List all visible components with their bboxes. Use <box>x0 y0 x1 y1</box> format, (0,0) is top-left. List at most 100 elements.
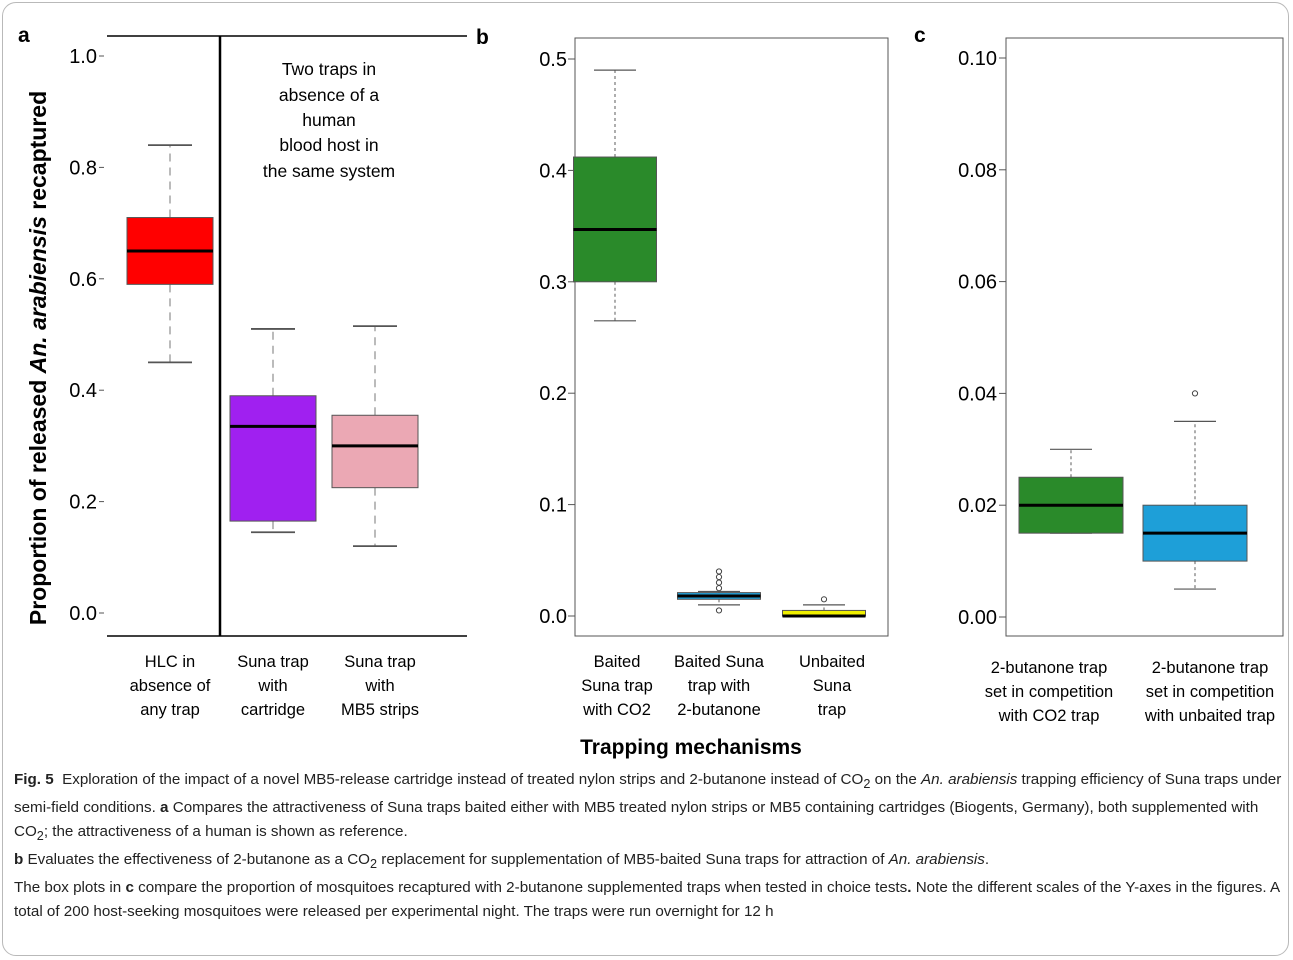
caption-text: on the <box>870 771 922 788</box>
category-label: Baited Suna <box>674 653 765 671</box>
y-tick-label: 0.10 <box>958 48 997 70</box>
caption-text: The box plots in <box>14 879 126 897</box>
box-body <box>229 395 317 522</box>
box-body <box>573 156 657 283</box>
box-c-1: 2-butanone trap set in competition with CO… <box>985 448 1124 725</box>
y-tick-label: 0.08 <box>958 160 997 182</box>
y-tick-label: 0.3 <box>539 272 567 294</box>
caption-panel-ref: a <box>160 799 169 817</box>
caption-panel-ref: b <box>14 851 24 869</box>
panel-label-c: c <box>914 24 926 47</box>
category-label: with CO2 trap <box>998 707 1100 725</box>
category-label: cartridge <box>241 701 305 719</box>
box-b-3: Unbaited Suna trap <box>782 596 866 719</box>
outlier-point <box>715 568 723 575</box>
caption-subscript: 2 <box>863 777 871 792</box>
caption-text: Note the different scales of the Y-axes … <box>14 879 1280 921</box>
caption-text: Compares the attractiveness of Suna trap… <box>14 799 1259 841</box>
annotation-line: blood host in <box>279 135 378 155</box>
box-c-2: 2-butanone trap set in competition with un… <box>1142 390 1275 725</box>
category-label: 2-butanone trap <box>991 659 1108 677</box>
annotation-line: absence of a <box>279 85 379 105</box>
caption-subscript: 2 <box>370 857 378 872</box>
y-tick-label: 0.02 <box>958 495 997 517</box>
category-label: 2-butanone <box>677 701 761 719</box>
y-tick-label: 0.1 <box>539 495 567 517</box>
y-tick-label: 0.04 <box>958 383 997 405</box>
category-label: MB5 strips <box>341 701 419 719</box>
y-tick-label: 0.00 <box>958 607 997 629</box>
y-tick-label: 0.2 <box>539 383 567 405</box>
caption-panel-ref: c <box>125 879 134 897</box>
caption-text: Exploration of the impact of a novel MB5… <box>62 771 864 788</box>
panel-c-frame <box>1005 37 1284 637</box>
figure-caption: Fig. 5 Exploration of the impact of a no… <box>14 768 1282 924</box>
caption-species: An. arabiensis <box>888 851 985 869</box>
panel-b-marks: 0.0 0.1 0.2 0.3 0.4 0.5 Baited Suna trap with CO… <box>539 49 866 719</box>
caption-text: compare the proportion of mosquitoes rec… <box>133 879 908 897</box>
caption-fig-label: Fig. 5 <box>14 771 54 788</box>
box-b-1: Baited Suna trap with CO2 <box>573 69 657 719</box>
panel-label-b: b <box>476 26 489 49</box>
outlier-point <box>715 573 723 581</box>
panel-label-a: a <box>18 24 30 47</box>
y-tick-label: 0.0 <box>69 603 97 625</box>
annotation-line: the same system <box>263 161 395 181</box>
box-a-2: Suna trap with cartridge <box>229 328 317 719</box>
category-label: Suna trap <box>237 653 309 671</box>
annotation-line: Two traps in <box>282 59 376 79</box>
y-tick-label: 0.5 <box>539 49 567 71</box>
caption-species: An. <box>921 771 944 788</box>
category-label: Suna trap <box>344 653 416 671</box>
y-tick-label: 0.6 <box>69 269 97 291</box>
y-tick-label: 0.0 <box>539 606 567 628</box>
category-label: 2-butanone trap <box>1152 659 1269 677</box>
category-label: with unbaited trap <box>1144 707 1275 725</box>
caption-subscript: 2 <box>36 829 44 844</box>
x-axis-title: Trapping mechanisms <box>580 736 802 759</box>
box-a-3: Suna trap with MB5 strips <box>331 325 419 719</box>
box-b-2: Baited Suna trap with 2-butanone <box>674 568 765 719</box>
y-tick-label: 0.4 <box>539 160 567 182</box>
category-label: absence of <box>130 677 211 695</box>
y-tick-label: 0.8 <box>69 157 97 179</box>
category-label: with <box>257 677 287 695</box>
caption-species: arabiensis <box>948 771 1018 788</box>
outlier-point <box>715 579 723 586</box>
y-tick-label: 0.06 <box>958 272 997 294</box>
category-label: with CO2 <box>582 701 651 719</box>
caption-text: . <box>907 879 912 897</box>
figure-svg: a b c Proportion of released An. arabien… <box>18 24 1284 759</box>
box-body <box>331 414 419 489</box>
outlier-point <box>1191 390 1199 397</box>
y-tick-label: 0.4 <box>69 380 97 402</box>
caption-text: trapping efficiency of Suna traps under … <box>14 771 1282 817</box>
outlier-point <box>715 607 723 614</box>
category-label: trap with <box>688 677 750 695</box>
category-label: any trap <box>140 701 200 719</box>
category-label: HLC in <box>145 653 195 671</box>
caption-text: ; the attractiveness of a human is shown… <box>43 823 408 841</box>
category-label: set in competition <box>1146 683 1274 701</box>
annotation-line: human <box>302 110 356 130</box>
panel-b-frame <box>574 37 889 637</box>
category-label: with <box>364 677 394 695</box>
category-label: Baited <box>594 653 641 671</box>
caption-text: . <box>984 851 990 869</box>
category-label: trap <box>818 701 846 719</box>
category-label: Suna <box>813 677 852 695</box>
outlier-point <box>715 585 723 592</box>
y-tick-label: 1.0 <box>69 46 97 68</box>
caption-text: replacement for supplementation of MB5-b… <box>377 851 889 869</box>
category-label: set in competition <box>985 683 1113 701</box>
y-tick-label: 0.2 <box>69 492 97 514</box>
outlier-point <box>820 596 828 603</box>
panel-a-annotation: Two traps in absence of a human blood ho… <box>263 59 395 181</box>
panel-a-marks: 0.0 0.2 0.4 0.6 0.8 1.0 HLC in absence of any tr… <box>69 46 419 719</box>
category-label: Unbaited <box>799 653 865 671</box>
category-label: Suna trap <box>581 677 653 695</box>
box-a-1: HLC in absence of any trap <box>126 144 214 719</box>
y-axis-title: Proportion of released An. arabiensis re… <box>25 91 51 625</box>
caption-text: Evaluates the effectiveness of 2-butanon… <box>23 851 371 869</box>
